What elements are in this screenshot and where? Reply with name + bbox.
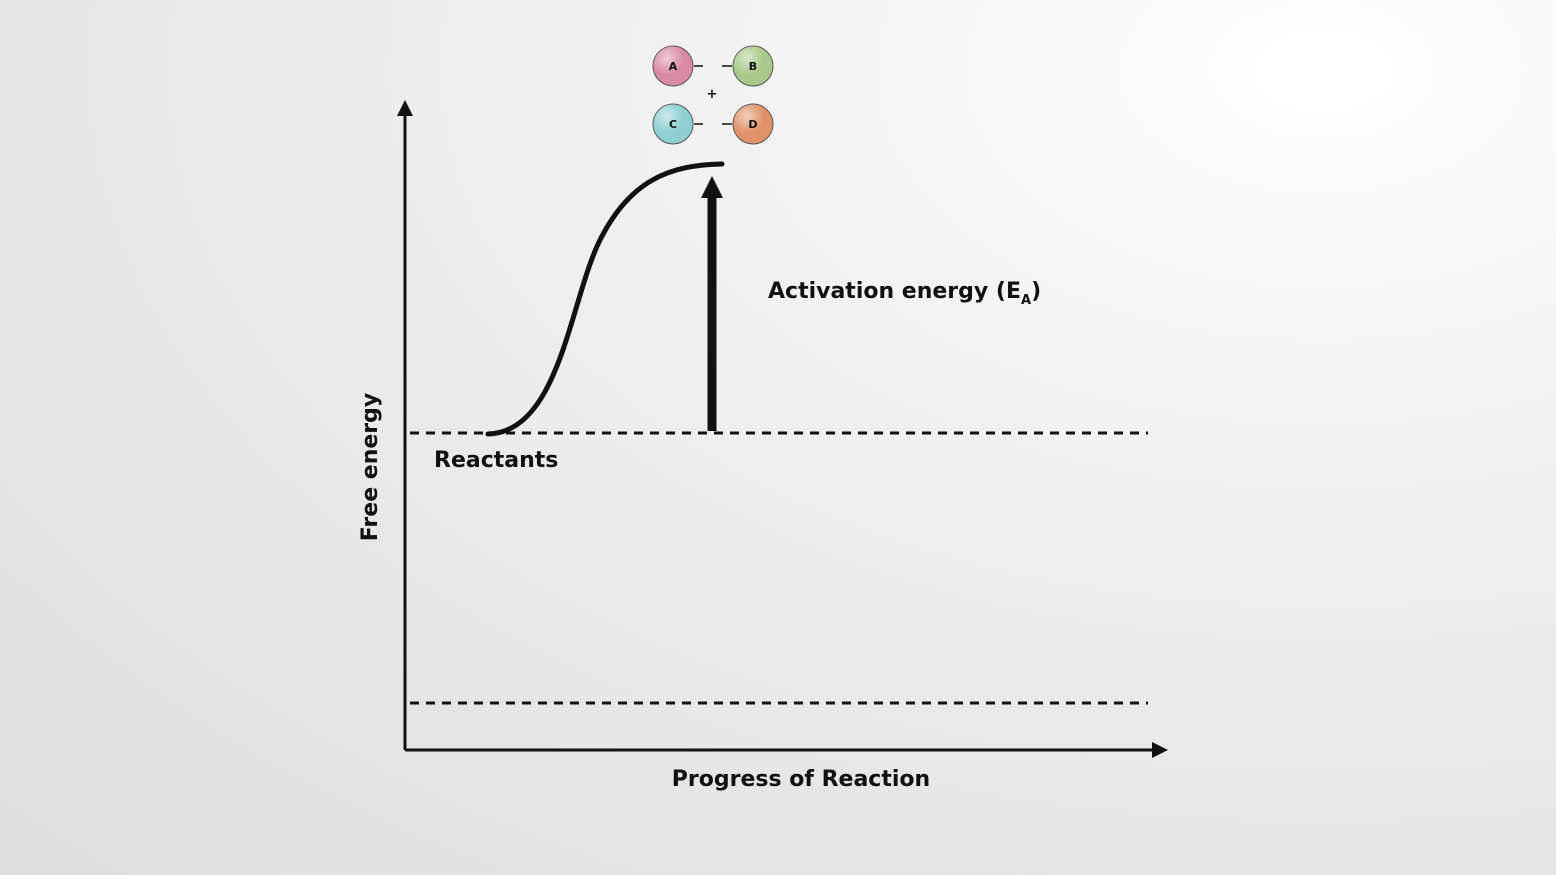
activation-energy-close: )	[1031, 279, 1041, 304]
y-axis	[397, 100, 413, 750]
plus-sign: +	[707, 87, 718, 102]
atom-c-letter: C	[669, 118, 677, 131]
x-axis-arrowhead	[1152, 742, 1168, 758]
atom-a-letter: A	[669, 60, 678, 73]
atom-d-letter: D	[748, 118, 757, 131]
atom-d: D	[732, 103, 774, 145]
reactant-molecules: A B + C D	[652, 45, 774, 145]
x-axis-label: Progress of Reaction	[672, 767, 930, 792]
y-axis-label: Free energy	[358, 393, 383, 541]
activation-arrowhead	[701, 176, 723, 198]
activation-energy-label: Activation energy (EA)	[768, 279, 1041, 308]
activation-energy-arrow	[701, 176, 723, 431]
activation-energy-text: Activation energy (E	[768, 279, 1021, 304]
atom-c: C	[652, 103, 694, 145]
activation-energy-subscript: A	[1021, 293, 1031, 308]
energy-curve	[485, 161, 725, 437]
y-axis-arrowhead	[397, 100, 413, 116]
reactants-label: Reactants	[434, 448, 558, 473]
atom-b-letter: B	[749, 60, 757, 73]
x-axis	[405, 742, 1168, 758]
atom-a: A	[652, 45, 694, 87]
atom-b: B	[732, 45, 774, 87]
